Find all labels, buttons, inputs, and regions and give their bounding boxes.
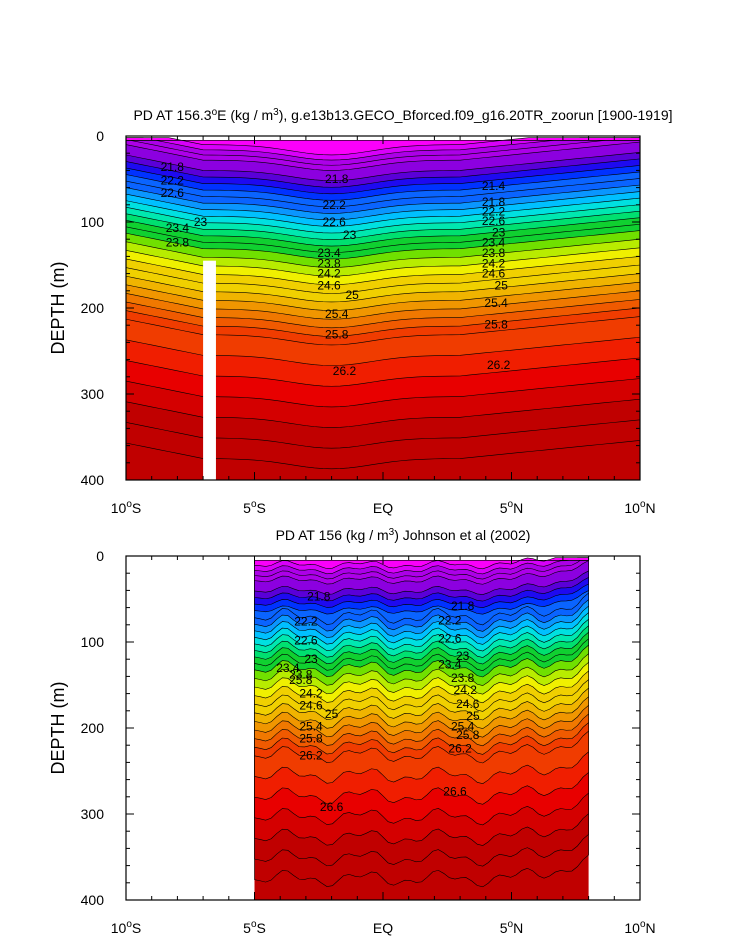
contour-label: 26.2 [299,749,323,763]
y-tick-label: 0 [96,548,104,564]
y-tick-label: 400 [81,892,105,908]
contour-label: 22.2 [161,174,185,188]
contour-label: 23.4 [438,657,462,671]
contour-label: 21.8 [451,599,475,613]
density-band-20.6 [254,557,589,570]
chart-title: PD AT 156 (kg / m3) Johnson et al (2002) [276,527,531,543]
y-tick-label: 0 [96,128,104,144]
x-tick-label: 10oN [624,499,655,516]
contour-label: 23 [304,652,318,666]
contour-label: 24.6 [456,697,480,711]
x-tick-label: 10oS [111,499,141,516]
x-tick-label: 5oS [243,919,266,936]
contour-label: 25.8 [299,731,323,745]
contour-label: 23 [456,649,470,663]
y-tick-label: 300 [81,386,105,402]
contour-label: 25.8 [484,317,508,331]
contour-label: 23.8 [482,246,506,260]
contour-label: 21.8 [482,195,506,209]
contour-label: 23 [194,215,208,229]
contour-label: 23.8 [289,668,313,682]
contour-label: 25.4 [325,307,349,321]
chart-title: PD AT 156.3oE (kg / m3), g.e13b13.GECO_B… [133,107,672,123]
contour-label: 21.8 [325,172,349,186]
contour-label: 22.6 [294,633,318,647]
y-tick-label: 400 [81,472,105,488]
x-tick-label: 10oS [111,919,141,936]
y-tick-label: 200 [81,300,105,316]
contour-label: 22.6 [482,214,506,228]
y-tick-label: 100 [81,634,105,650]
contour-label: 26.6 [320,800,344,814]
contour-label: 26.2 [333,364,357,378]
contour-label: 21.8 [161,160,185,174]
contour-label: 25 [466,709,480,723]
contour-label: 22.2 [294,614,318,628]
contour-label: 24.2 [482,256,506,270]
contour-label: 26.2 [448,742,472,756]
missing-data-gap [203,260,216,480]
contour-label: 24.6 [317,279,341,293]
contour-label: 25 [345,288,359,302]
x-tick-label: 10oN [624,919,655,936]
contour-label: 23 [343,228,357,242]
x-tick-label: 5oN [500,919,523,936]
contour-label: 24.2 [317,267,341,281]
y-tick-label: 200 [81,720,105,736]
contour-label: 26.6 [443,785,467,799]
contour-label: 25 [325,707,339,721]
contour-label: 23.8 [317,256,341,270]
x-tick-label: 5oS [243,499,266,516]
y-tick-label: 300 [81,806,105,822]
contour-label: 24.6 [299,699,323,713]
contour-label: 25.4 [299,719,323,733]
y-axis-title: DEPTH (m) [48,262,68,355]
contour-label: 23.4 [166,221,190,235]
contour-label: 25.8 [289,673,313,687]
contour-label: 21.4 [482,179,506,193]
panel-model: 21.822.222.62323.423.821.822.222.62323.4… [48,107,673,516]
contour-label: 25.8 [325,328,349,342]
contour-label: 24.6 [482,267,506,281]
contour-label: 22.2 [438,614,462,628]
contour-label: 25.8 [456,728,480,742]
x-tick-label: EQ [373,500,393,516]
contour-label: 23.8 [451,671,475,685]
contour-label: 24.2 [454,683,478,697]
contour-label: 25.4 [484,296,508,310]
contour-label: 24.2 [299,687,323,701]
contour-label: 23.4 [317,246,341,260]
contour-label: 21.8 [307,589,331,603]
contour-label: 22.6 [322,215,346,229]
contour-label: 23.4 [482,236,506,250]
contour-label: 25 [495,279,509,293]
x-tick-label: 5oN [500,499,523,516]
contour-label: 22.2 [482,205,506,219]
contour-label: 22.2 [322,198,346,212]
contour-label: 26.2 [487,358,511,372]
panel-obs: 21.822.222.62323.423.825.824.224.62525.4… [48,527,656,936]
y-axis-title: DEPTH (m) [48,682,68,775]
contour-label: 25.4 [451,719,475,733]
y-tick-label: 100 [81,214,105,230]
contour-label: 23.4 [276,661,300,675]
x-tick-label: EQ [373,920,393,936]
contour-label: 23 [492,225,506,239]
contour-label: 23.8 [166,236,190,250]
contour-label: 22.6 [438,632,462,646]
contour-label: 22.6 [161,186,185,200]
